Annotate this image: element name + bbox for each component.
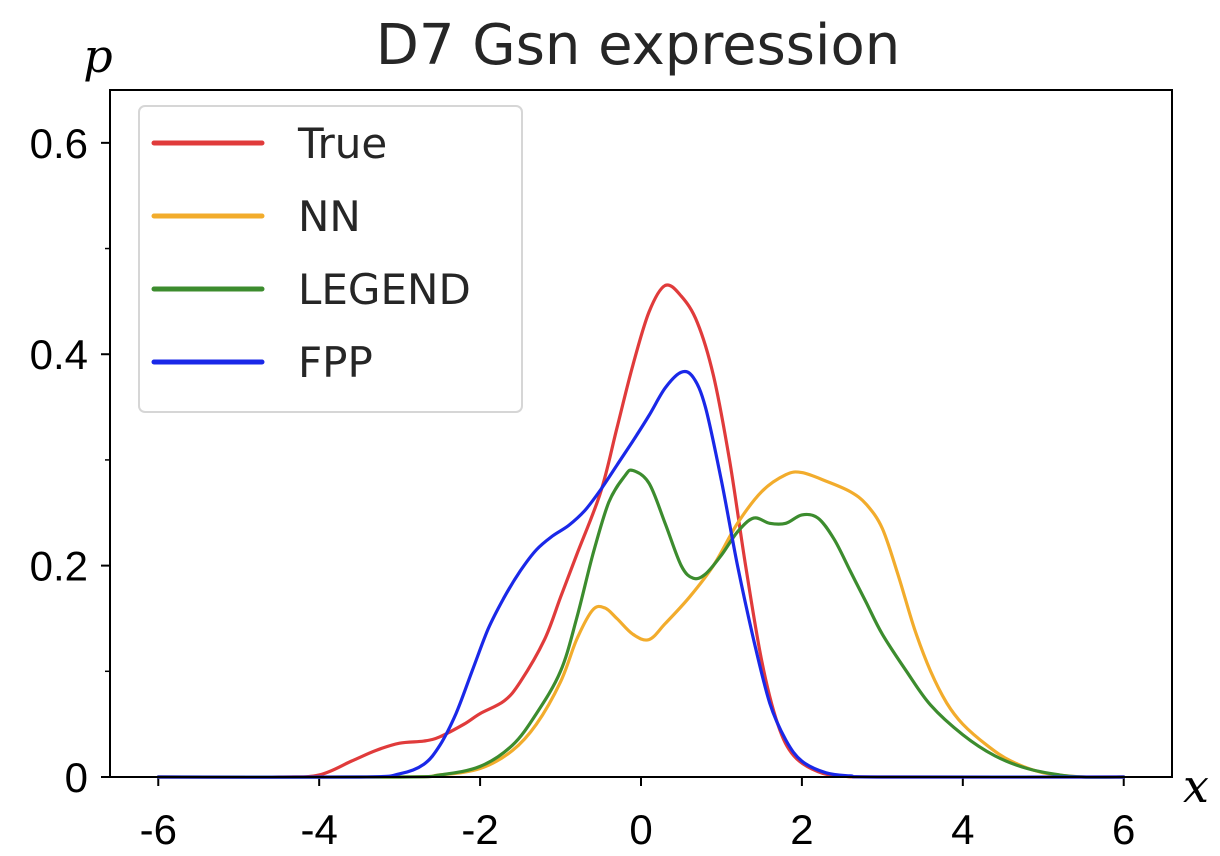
series-lines [156,283,1126,779]
series-line-nn [156,470,1126,779]
x-tick-label: -6 [140,806,177,853]
y-tick-label: 0.4 [30,331,88,378]
x-tick-label: -4 [301,806,338,853]
y-tick-label: 0.2 [30,543,88,590]
x-tick-label: 0 [629,806,652,853]
axis-ticks: -6 -4 -2 0 2 4 6 0 0.2 0.4 0.6 [30,120,1136,853]
series-line-legend [156,468,1126,779]
legend: True NN LEGEND FPP [138,105,523,413]
chart-title: D7 Gsn expression [376,13,900,78]
y-axis-label: p [83,29,112,83]
x-tick-label: 6 [1112,806,1135,853]
legend-label-true: True [297,119,387,168]
x-tick-label: 4 [951,806,974,853]
x-tick-label: 2 [790,806,813,853]
legend-label-fpp: FPP [298,338,373,387]
x-tick-label: -2 [461,806,498,853]
legend-box [138,105,523,413]
series-line-fpp [156,369,1126,779]
y-tick-label: 0.6 [30,120,88,167]
legend-label-legend: LEGEND [298,265,471,314]
legend-label-nn: NN [298,192,361,241]
plot-frame [109,89,1173,778]
y-tick-label: 0 [65,754,88,801]
x-axis-label: x [1183,759,1209,813]
